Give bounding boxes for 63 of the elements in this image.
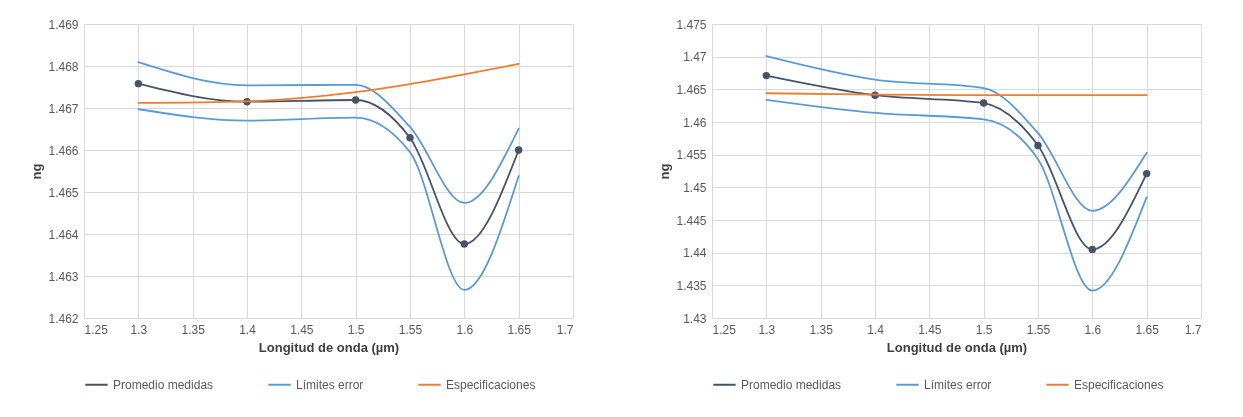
point xyxy=(351,96,360,104)
y-tick-label: 1.463 xyxy=(48,269,79,284)
y-tick-label: 1.475 xyxy=(676,17,707,32)
legend-label: Límites error xyxy=(924,377,992,392)
x-tick-label: 1.7 xyxy=(556,322,574,337)
legend-label: Especificaciones xyxy=(446,377,536,392)
y-tick-label: 1.466 xyxy=(48,143,79,158)
x-tick-label: 1.55 xyxy=(1026,322,1051,337)
x-tick-label: 1.5 xyxy=(347,322,365,337)
y-tick-label: 1.46 xyxy=(683,115,707,130)
y-tick-label: 1.465 xyxy=(676,82,707,97)
x-tick-label: 1.45 xyxy=(918,322,942,337)
line-series xyxy=(137,108,520,291)
x-tick-label: 1.5 xyxy=(975,322,993,337)
x-tick-label: 1.55 xyxy=(398,322,423,337)
point xyxy=(134,79,143,88)
x-tick-label: 1.7 xyxy=(1184,322,1202,337)
line-series xyxy=(765,98,1148,292)
x-tick-label: 1.4 xyxy=(867,322,885,337)
line-series xyxy=(765,55,1148,212)
point xyxy=(1034,141,1042,150)
x-tick-label: 1.35 xyxy=(181,322,206,337)
x-tick-label: 1.65 xyxy=(1135,322,1160,337)
legend-label: Promedio medidas xyxy=(113,377,214,392)
y-tick-label: 1.455 xyxy=(676,148,707,163)
y-tick-label: 1.467 xyxy=(48,101,79,116)
y-axis-title: ng xyxy=(29,163,45,180)
point xyxy=(406,134,414,142)
x-tick-label: 1.6 xyxy=(1084,322,1102,337)
point xyxy=(979,99,988,107)
point xyxy=(762,71,771,80)
y-tick-label: 1.43 xyxy=(683,311,707,326)
y-tick-label: 1.468 xyxy=(48,59,79,74)
point xyxy=(460,240,469,248)
x-tick-label: 1.25 xyxy=(712,322,737,337)
x-axis-title: Longitud de onda (µm) xyxy=(258,339,400,355)
y-tick-label: 1.469 xyxy=(48,17,79,32)
y-tick-label: 1.45 xyxy=(683,180,707,195)
x-tick-label: 1.45 xyxy=(290,322,314,337)
y-tick-label: 1.445 xyxy=(676,213,707,228)
y-tick-label: 1.464 xyxy=(48,227,79,242)
x-tick-label: 1.25 xyxy=(84,322,109,337)
y-tick-label: 1.462 xyxy=(48,311,79,326)
x-axis-title: Longitud de onda (µm) xyxy=(886,339,1028,355)
x-tick-label: 1.35 xyxy=(809,322,834,337)
x-tick-label: 1.4 xyxy=(239,322,257,337)
legend-label: Promedio medidas xyxy=(741,377,842,392)
x-tick-label: 1.65 xyxy=(507,322,532,337)
x-tick-label: 1.6 xyxy=(456,322,474,337)
point xyxy=(1088,245,1097,254)
legend-label: Especificaciones xyxy=(1074,377,1164,392)
line-series xyxy=(137,61,520,204)
legend-label: Límites error xyxy=(296,377,364,392)
y-tick-label: 1.465 xyxy=(48,185,79,200)
y-tick-label: 1.44 xyxy=(683,246,707,261)
line-series xyxy=(137,63,520,104)
y-tick-label: 1.435 xyxy=(676,278,707,293)
point xyxy=(514,146,523,154)
x-tick-label: 1.3 xyxy=(758,322,776,337)
y-axis-title: ng xyxy=(657,163,673,180)
point xyxy=(1142,169,1151,178)
x-tick-label: 1.3 xyxy=(130,322,148,337)
y-tick-label: 1.47 xyxy=(683,50,707,65)
